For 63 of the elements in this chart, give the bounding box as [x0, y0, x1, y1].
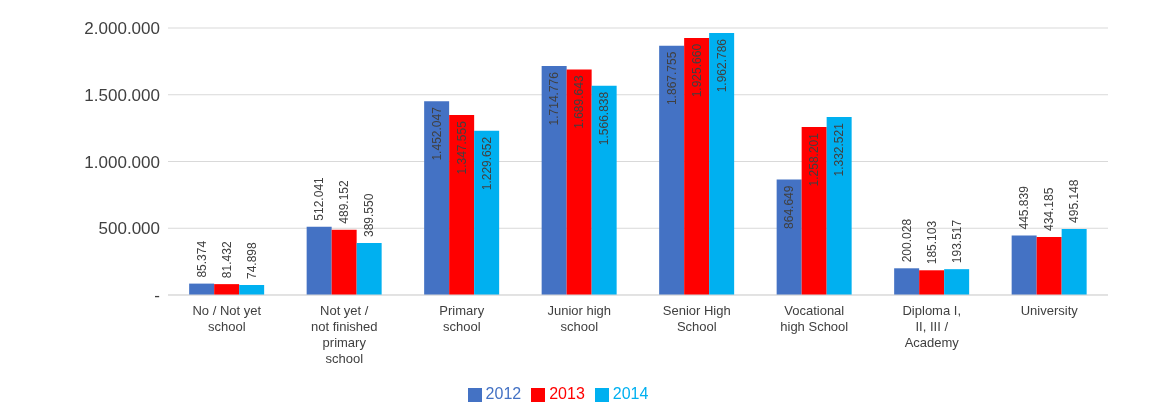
legend-label: 2013	[549, 385, 585, 402]
bar	[591, 85, 617, 295]
data-label: 1.566.838	[597, 91, 612, 146]
data-label: 389.550	[362, 193, 377, 237]
data-label: 185.103	[924, 220, 939, 265]
x-tick-label: University	[1020, 303, 1079, 318]
bar	[801, 127, 827, 295]
bar	[894, 268, 920, 295]
bar	[306, 226, 332, 295]
bar	[541, 66, 567, 295]
bar	[1061, 228, 1087, 295]
bar	[1036, 237, 1062, 295]
data-label: 434.185	[1042, 187, 1057, 232]
bar	[709, 32, 735, 295]
data-label: 200.028	[899, 218, 914, 263]
bar	[356, 243, 382, 295]
data-label: 1.258.201	[807, 132, 822, 187]
y-tick-label: 1.000.000	[84, 152, 160, 172]
data-label: 1.332.521	[832, 122, 847, 177]
y-tick-label: -	[154, 286, 160, 306]
bar	[826, 117, 852, 295]
data-label: 1.452.047	[429, 106, 444, 161]
x-tick-label: Diploma I, II, III / Academy	[902, 303, 962, 350]
x-tick-label: Vocational high School	[780, 303, 849, 334]
bar	[776, 179, 802, 295]
data-label: 1.925.660	[689, 43, 704, 98]
data-label: 495.148	[1067, 179, 1082, 223]
y-tick-label: 2.000.000	[84, 19, 160, 39]
bar	[944, 269, 970, 295]
bar	[566, 69, 592, 295]
data-label: 1.962.786	[714, 38, 729, 93]
x-tick-label: Primary school	[439, 303, 485, 334]
data-label: 1.347.555	[454, 120, 469, 175]
bar	[474, 130, 500, 295]
data-label: 1.689.643	[572, 75, 587, 129]
data-label: 85.374	[194, 240, 209, 278]
data-label: 864.649	[782, 185, 797, 229]
x-tick-label: Senior High School	[662, 303, 731, 334]
bar	[424, 101, 450, 295]
y-tick-label: 500.000	[98, 219, 160, 239]
bar	[684, 37, 710, 295]
data-label: 81.432	[219, 241, 234, 279]
data-label: 193.517	[949, 219, 964, 264]
bar	[659, 45, 685, 295]
data-label: 74.898	[244, 241, 259, 279]
x-tick-label: No / Not yet school	[192, 303, 262, 334]
data-label: 1.714.776	[547, 71, 562, 126]
bar	[331, 229, 357, 295]
bar	[214, 284, 240, 295]
bar	[239, 285, 265, 295]
data-label: 512.041	[312, 176, 327, 221]
data-label: 445.839	[1017, 185, 1032, 230]
bar	[1011, 235, 1037, 295]
bar	[449, 115, 475, 295]
bar	[919, 270, 945, 295]
data-label: 1.229.652	[479, 136, 494, 191]
data-label: 1.867.755	[664, 51, 679, 106]
legend-label: 2014	[612, 385, 649, 402]
data-label: 489.152	[337, 180, 352, 224]
y-tick-label: 1.500.000	[84, 85, 160, 105]
x-tick-label: Junior high school	[547, 303, 612, 334]
x-tick-label: Not yet / not finished primary school	[311, 303, 378, 366]
legend-label: 2012	[485, 385, 522, 402]
